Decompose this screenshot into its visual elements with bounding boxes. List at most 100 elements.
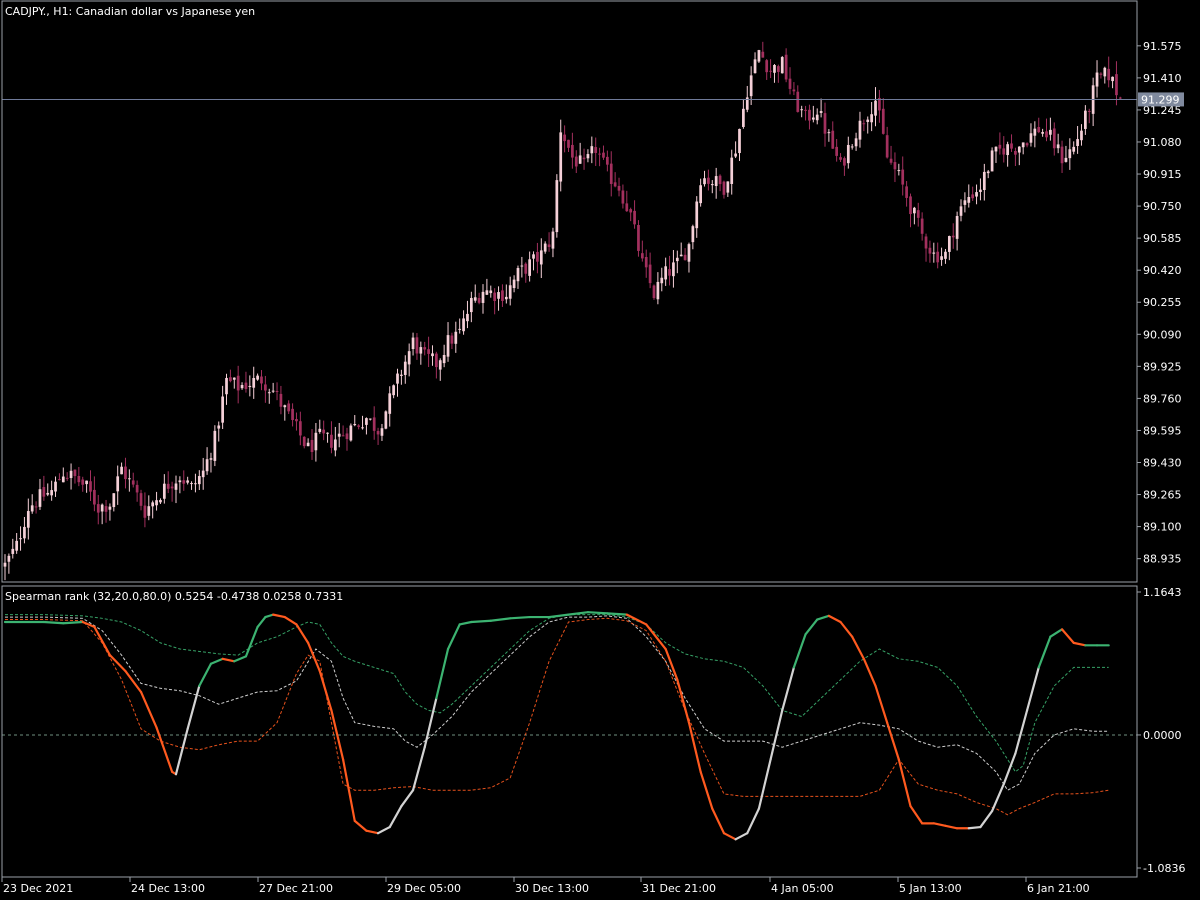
candle-body [804, 109, 807, 111]
spearman-segment [897, 758, 912, 808]
candle-body [310, 439, 314, 452]
candle-body [982, 171, 986, 190]
candle-body [1087, 110, 1091, 112]
price-tick-label: 89.595 [1143, 424, 1182, 437]
candle-body [442, 354, 446, 364]
candle-body [753, 59, 757, 74]
spearman-segment [625, 613, 648, 626]
candle-body [979, 189, 982, 192]
spearman-segment [295, 623, 310, 644]
candle-body [411, 337, 415, 350]
indicator-tick-label: 1.1643 [1143, 586, 1182, 599]
candle-body [683, 254, 687, 261]
spearman-segment [711, 807, 726, 835]
spearman-segment [93, 625, 112, 657]
candle-body [551, 231, 555, 249]
candle-body [959, 206, 963, 216]
candle-body [497, 292, 500, 299]
candle-body [1021, 142, 1025, 148]
candle-body [7, 555, 11, 562]
candle-body [15, 540, 19, 551]
candle-body [769, 70, 772, 72]
spearman-segment [342, 758, 356, 823]
candle-body [757, 50, 761, 62]
candle-body [967, 197, 971, 203]
candle-body [1099, 73, 1103, 75]
spearman-segment [423, 697, 438, 749]
spearman-segment [264, 613, 275, 619]
candle-body [815, 114, 819, 121]
candle-body [773, 65, 776, 73]
candle-body [108, 506, 112, 510]
candle-body [734, 153, 737, 157]
candle-body [275, 391, 279, 393]
candle-body [718, 175, 722, 185]
candle-body [419, 347, 423, 354]
spearman-segment [816, 614, 830, 621]
candle-body [687, 244, 691, 262]
candle-body [462, 318, 465, 332]
candle-body [955, 215, 959, 239]
x-tick-label: 27 Dec 21:00 [259, 882, 333, 895]
candle-body [846, 144, 850, 164]
candle-body [648, 264, 652, 284]
current-price-box [1138, 92, 1184, 107]
candle-body [400, 374, 403, 376]
candle-body [166, 483, 170, 489]
candle-body [112, 493, 116, 508]
candle-body [726, 181, 730, 193]
candle-body [135, 484, 139, 493]
candle-body [528, 259, 531, 276]
candle-body [194, 483, 197, 485]
spearman-segment [676, 678, 691, 724]
candle-body [264, 384, 267, 391]
candle-body [256, 375, 259, 380]
spearman-segment [124, 670, 143, 694]
spearman-segment [586, 611, 609, 615]
candle-body [81, 479, 85, 485]
candle-body [26, 511, 30, 528]
candle-body [473, 297, 477, 301]
price-panel-frame [1, 0, 1138, 583]
candle-body [574, 156, 578, 167]
candle-body [598, 153, 601, 155]
spearman-segment [1025, 666, 1040, 712]
candle-body [710, 184, 714, 186]
candle-body [559, 132, 563, 182]
candle-body [384, 411, 388, 429]
candle-body [353, 424, 357, 426]
candle-body [1056, 144, 1060, 149]
spearman-segment [307, 641, 321, 673]
spearman-segment [990, 782, 1005, 813]
candle-body [916, 210, 920, 218]
candle-body [481, 291, 485, 303]
candle-body [862, 123, 866, 125]
x-tick-label: 23 Dec 2021 [3, 882, 73, 895]
candle-body [446, 335, 450, 357]
candle-body [504, 296, 508, 300]
candle-body [61, 476, 65, 483]
candle-body [909, 196, 912, 215]
candle-body [881, 108, 885, 134]
candle-body [438, 360, 442, 370]
price-tick-label: 91.410 [1143, 72, 1182, 85]
spearman-segment [792, 633, 807, 669]
spearman-segment [606, 612, 628, 616]
candle-body [147, 506, 151, 516]
spearman-segment [687, 721, 702, 773]
spearman-segment [411, 746, 426, 792]
middle-band-line [5, 615, 1109, 791]
candle-body [205, 459, 209, 472]
candle-body [567, 139, 570, 148]
candle-body [936, 251, 940, 263]
candle-body [870, 114, 873, 123]
candle-body [1076, 139, 1079, 147]
x-tick-label: 29 Dec 05:00 [387, 882, 461, 895]
candle-body [221, 396, 224, 423]
spearman-segment [932, 822, 947, 827]
price-tick-label: 91.245 [1143, 104, 1182, 117]
candle-body [800, 109, 804, 111]
candle-body [333, 439, 337, 451]
spearman-segment [722, 832, 737, 841]
spearman-segment [664, 647, 679, 681]
